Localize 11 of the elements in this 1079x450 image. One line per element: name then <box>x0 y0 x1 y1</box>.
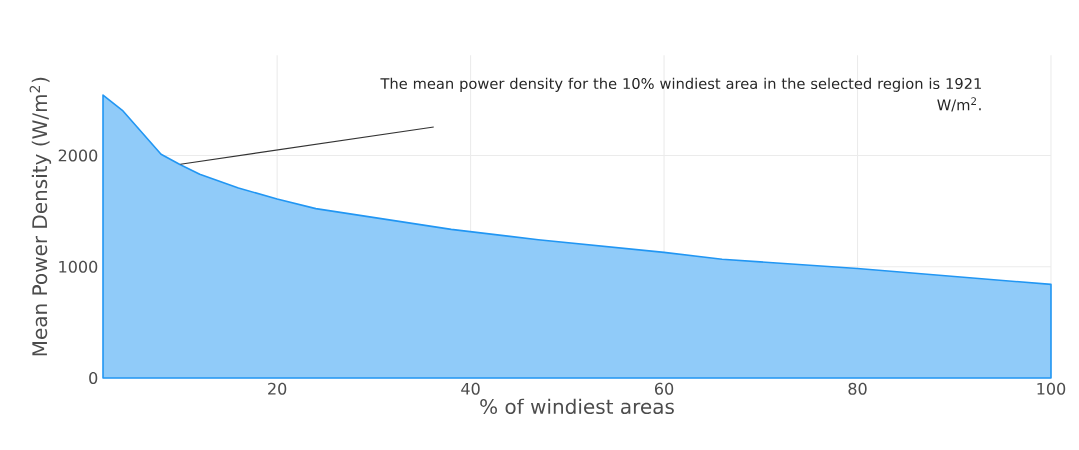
y-tick-label: 1000 <box>59 260 98 273</box>
annotation: The mean power density for the 10% windiest area in the selected region is 1921 W/m$^{2}$. <box>380 77 981 112</box>
y-tick-label: 0 <box>89 371 98 385</box>
x-axis-title: % of windiest areas <box>480 398 674 415</box>
y-tick-label: 2000 <box>58 149 98 162</box>
x-tick-label: 100 <box>1037 382 1066 395</box>
x-tick-label: 60 <box>654 382 674 395</box>
x-tick-label: 80 <box>848 382 867 395</box>
x-tick-label: 40 <box>461 382 480 395</box>
y-axis-title: Mean Power Density (W/m$^{2}$) <box>29 77 52 356</box>
x-tick-label: 20 <box>268 382 287 395</box>
